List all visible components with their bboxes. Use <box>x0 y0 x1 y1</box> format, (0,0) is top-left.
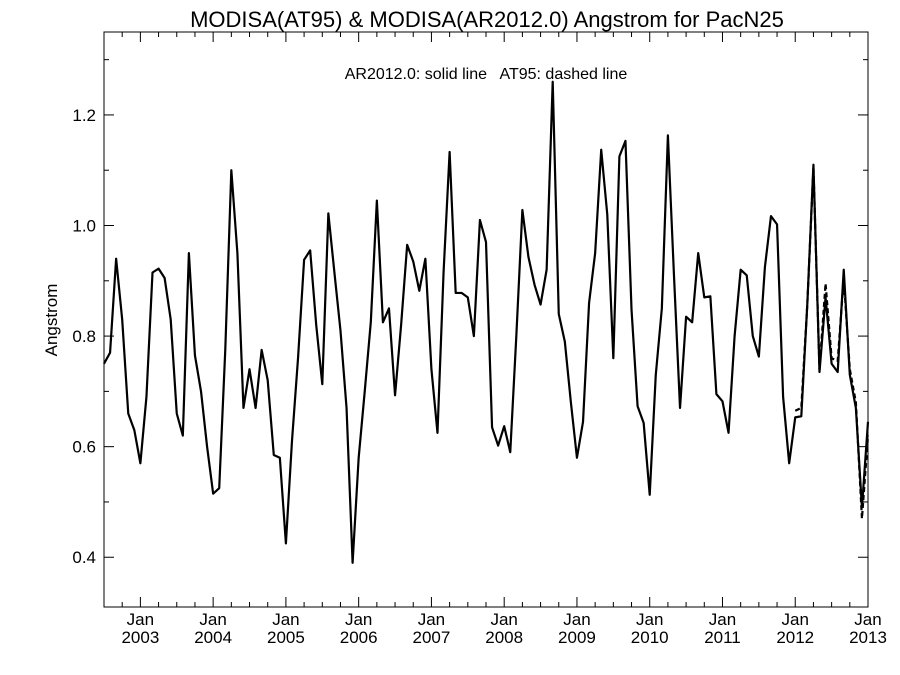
x-tick-month-label: Jan <box>127 610 154 629</box>
x-tick-month-label: Jan <box>782 610 809 629</box>
x-tick-month-label: Jan <box>272 610 299 629</box>
x-tick-year-label: 2007 <box>413 628 451 647</box>
x-tick-month-label: Jan <box>199 610 226 629</box>
x-tick-year-label: 2003 <box>121 628 159 647</box>
x-tick-year-label: 2009 <box>558 628 596 647</box>
chart-title: MODISA(AT95) & MODISA(AR2012.0) Angstrom… <box>190 7 784 32</box>
x-tick-month-label: Jan <box>563 610 590 629</box>
x-tick-year-label: 2006 <box>340 628 378 647</box>
series-line-ar2012-0 <box>103 80 870 564</box>
x-tick-month-label: Jan <box>709 610 736 629</box>
series-layer <box>103 80 870 564</box>
x-tick-month-label: Jan <box>418 610 445 629</box>
x-tick-year-label: 2013 <box>849 628 887 647</box>
x-tick-month-label: Jan <box>854 610 881 629</box>
x-tick-year-label: 2011 <box>704 628 741 647</box>
plot-frame <box>103 31 869 608</box>
y-tick-label: 0.6 <box>72 438 96 457</box>
x-tick-year-label: 2005 <box>267 628 305 647</box>
y-tick-label: 0.8 <box>72 327 96 346</box>
x-tick-month-label: Jan <box>636 610 663 629</box>
y-tick-label: 1.2 <box>72 106 96 125</box>
y-tick-label: 1.0 <box>72 217 96 236</box>
x-tick-year-label: 2010 <box>631 628 669 647</box>
x-tick-year-label: 2004 <box>194 628 232 647</box>
line-style-legend: AR2012.0: solid line AT95: dashed line <box>345 66 628 83</box>
y-axis-title: Angstrom <box>42 284 61 357</box>
y-axis-ticks: 0.4 0.6 0.8 1.0 1.2 <box>72 59 868 567</box>
x-tick-year-label: 2008 <box>485 628 523 647</box>
x-tick-month-label: Jan <box>345 610 372 629</box>
x-tick-year-label: 2012 <box>776 628 814 647</box>
x-tick-month-label: Jan <box>490 610 517 629</box>
x-axis-ticks: Jan2003Jan2004Jan2005Jan2006Jan2007Jan20… <box>103 32 887 647</box>
y-tick-label: 0.4 <box>72 548 96 567</box>
